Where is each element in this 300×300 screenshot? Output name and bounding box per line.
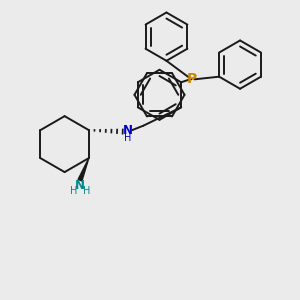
Text: N: N bbox=[75, 179, 85, 192]
Polygon shape bbox=[78, 158, 89, 181]
Text: H: H bbox=[70, 186, 77, 197]
Text: N: N bbox=[123, 124, 133, 136]
Text: H: H bbox=[124, 133, 132, 143]
Text: H: H bbox=[83, 186, 90, 197]
Text: P: P bbox=[186, 72, 197, 86]
